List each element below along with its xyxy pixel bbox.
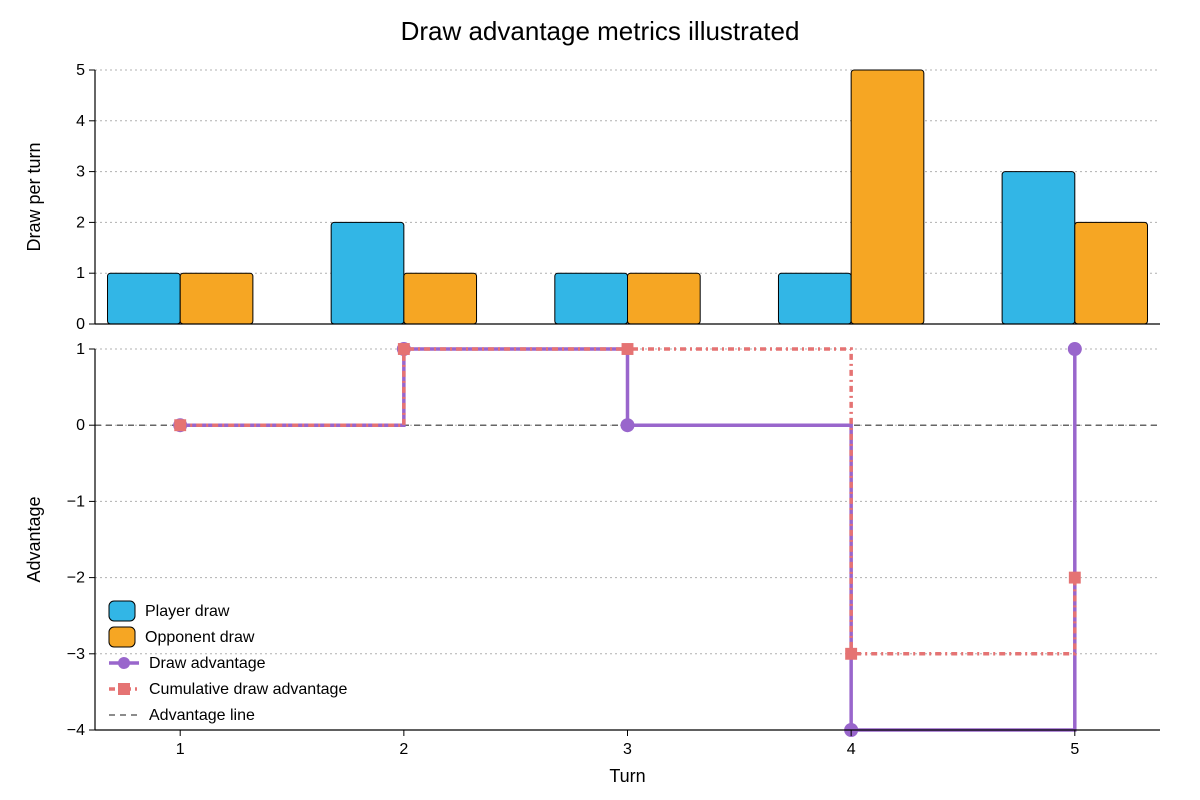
legend-label: Player draw bbox=[145, 603, 230, 620]
series-marker bbox=[845, 648, 857, 660]
y-tick-label: 0 bbox=[76, 417, 85, 434]
legend-swatch bbox=[109, 627, 135, 647]
series-marker bbox=[174, 419, 186, 431]
bar bbox=[404, 273, 477, 324]
y-axis-label: Draw per turn bbox=[24, 142, 44, 251]
series-marker bbox=[622, 343, 634, 355]
series-marker bbox=[621, 418, 635, 432]
y-tick-label: −2 bbox=[67, 570, 85, 587]
bar bbox=[555, 273, 628, 324]
legend-marker bbox=[118, 683, 130, 695]
series-marker bbox=[398, 343, 410, 355]
y-tick-label: −1 bbox=[67, 493, 85, 510]
legend-label: Cumulative draw advantage bbox=[149, 681, 347, 698]
x-tick-label: 1 bbox=[176, 741, 185, 758]
x-tick-label: 4 bbox=[847, 741, 856, 758]
bar bbox=[628, 273, 701, 324]
x-tick-label: 3 bbox=[623, 741, 632, 758]
series-marker bbox=[1068, 342, 1082, 356]
x-axis-label: Turn bbox=[609, 766, 645, 786]
bar bbox=[851, 70, 924, 324]
chart-container: Draw advantage metrics illustrated 0 1 2 3 4 5… bbox=[0, 0, 1200, 800]
bar bbox=[1075, 222, 1148, 324]
legend-label: Draw advantage bbox=[149, 655, 266, 672]
bar bbox=[778, 273, 851, 324]
y-tick-label: −3 bbox=[67, 646, 85, 663]
y-tick-label: 1 bbox=[76, 265, 85, 282]
y-tick-label: 1 bbox=[76, 341, 85, 358]
bar bbox=[108, 273, 181, 324]
legend: Player draw Opponent draw Draw advantage Cu… bbox=[109, 601, 347, 724]
y-tick-label: 3 bbox=[76, 164, 85, 181]
bar bbox=[1002, 172, 1075, 324]
series-line bbox=[180, 349, 1075, 730]
chart-svg: Draw advantage metrics illustrated 0 1 2 3 4 5… bbox=[0, 0, 1200, 800]
x-tick-label: 2 bbox=[399, 741, 408, 758]
legend-label: Advantage line bbox=[149, 707, 255, 724]
y-tick-label: 0 bbox=[76, 316, 85, 333]
y-tick-label: 2 bbox=[76, 214, 85, 231]
y-tick-label: −4 bbox=[67, 722, 85, 739]
y-tick-label: 4 bbox=[76, 113, 85, 130]
legend-marker bbox=[118, 657, 130, 669]
legend-label: Opponent draw bbox=[145, 629, 255, 646]
y-tick-label: 5 bbox=[76, 62, 85, 79]
chart-title: Draw advantage metrics illustrated bbox=[401, 16, 800, 46]
bar bbox=[331, 222, 404, 324]
x-tick-label: 5 bbox=[1070, 741, 1079, 758]
legend-swatch bbox=[109, 601, 135, 621]
top-panel: 0 1 2 3 4 5 Draw per turn bbox=[24, 62, 1160, 333]
series-marker bbox=[1069, 572, 1081, 584]
y-axis-label: Advantage bbox=[24, 496, 44, 582]
bottom-panel: −4 −3 −2 −1 0 1 1 2 3 4 5 Turn Advantage Player draw O… bbox=[24, 341, 1160, 786]
bar bbox=[180, 273, 253, 324]
